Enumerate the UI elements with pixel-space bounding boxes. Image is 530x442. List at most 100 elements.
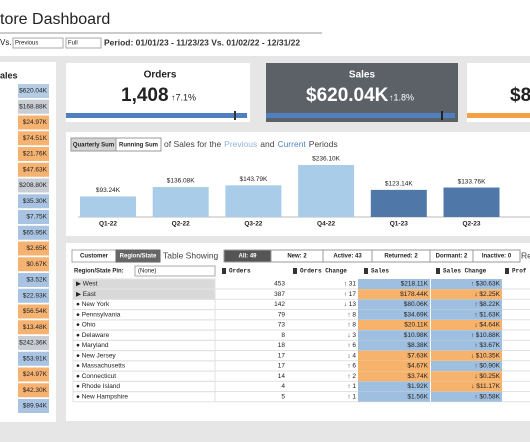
- region-name: ▶ East: [76, 291, 96, 298]
- title-part: Previous: [224, 139, 257, 149]
- sales-change: ↑ $0.58K: [474, 393, 500, 400]
- vs-label: Vs.: [0, 38, 12, 47]
- sales-change: ↑ $30.63K: [471, 281, 501, 288]
- sales-value: $24.97K: [23, 371, 48, 378]
- change-cell: [431, 299, 502, 310]
- orders-change: ↑ 31: [344, 281, 357, 288]
- sales: $8.38K: [407, 342, 428, 349]
- column-header: Orders: [229, 268, 251, 275]
- filter-label: Returned: 2: [384, 254, 418, 260]
- orders: 142: [274, 301, 285, 308]
- sales-cell: [18, 336, 49, 350]
- bar: [80, 196, 136, 217]
- bar: [152, 187, 209, 217]
- select[interactable]: [65, 37, 102, 49]
- orders: 18: [278, 342, 286, 349]
- orders-change: ↑ 6: [347, 342, 356, 349]
- sales: $80.06K: [404, 301, 429, 308]
- sales-cell: [18, 225, 49, 240]
- sales-value: $620.04K: [19, 88, 47, 95]
- orders-change: ↑ 8: [347, 311, 356, 318]
- toggle-label: Running Sum: [119, 143, 158, 149]
- bar: [370, 189, 427, 217]
- change-cell: [431, 320, 502, 330]
- orders: 8: [281, 332, 285, 339]
- sales-cell: [358, 391, 430, 402]
- progress-bar: [66, 113, 247, 118]
- orders: 17: [278, 363, 286, 370]
- sales-cell: [18, 399, 49, 413]
- sort-icon[interactable]: [505, 268, 509, 274]
- filter-label: All: 49: [238, 254, 257, 260]
- sales-change: ↑ $10.88K: [471, 332, 501, 339]
- sales-value: $89.94K: [23, 403, 48, 410]
- sort-icon[interactable]: [222, 268, 226, 274]
- orders-change: ↓ 4: [347, 352, 356, 359]
- sales-cell: [358, 340, 430, 351]
- region-name: ● New York: [76, 301, 110, 308]
- kpi-change: ↑1.8%: [389, 92, 414, 102]
- change-cell: [431, 289, 502, 300]
- region-name: ● New Jersey: [76, 352, 116, 359]
- orders-change: ↑ 1: [347, 393, 356, 400]
- orders-change: ↑ 6: [347, 363, 356, 370]
- filter-label: Active: 43: [333, 254, 362, 260]
- region-name: ● Pennsylvania: [76, 311, 121, 318]
- sales-cell: [18, 84, 49, 98]
- sales-value: $21.76K: [23, 151, 48, 158]
- sales-value: $53.91K: [23, 355, 48, 362]
- x-tick-label: Q1-22: [99, 221, 117, 228]
- sales-value: $22.93K: [23, 292, 48, 299]
- change-cell: [431, 340, 502, 351]
- sales-change: ↓ $10.35K: [471, 352, 501, 359]
- sales-cell: [18, 99, 49, 114]
- sales-change: ↓ $11.17K: [471, 383, 500, 390]
- progress-bar: [467, 113, 530, 118]
- sales-cell: [358, 381, 430, 392]
- select[interactable]: [134, 265, 216, 277]
- cropped-label: Re: [521, 250, 530, 260]
- select[interactable]: [12, 37, 64, 49]
- sort-icon[interactable]: [364, 268, 368, 274]
- region-name: ▶ West: [76, 281, 98, 288]
- orders-change: ↑ 1: [347, 383, 356, 390]
- column-header: Prof: [512, 268, 527, 275]
- sales-value: $13.48K: [23, 324, 48, 331]
- sort-icon[interactable]: [436, 268, 440, 274]
- sales-cell: [18, 367, 49, 382]
- change-cell: [431, 381, 502, 392]
- sales: $1.92K: [407, 383, 428, 390]
- sales-value: $47.63K: [23, 166, 48, 173]
- sales-cell: [18, 194, 49, 209]
- chart-title: of Sales for the Previous and Current Period…: [164, 139, 338, 149]
- progress-marker: [234, 111, 236, 120]
- sales: $178.44K: [400, 291, 428, 298]
- sales-value: $56.54K: [23, 308, 48, 315]
- kpi-card-selected: [266, 63, 458, 122]
- orders-change: ↑ 8: [347, 322, 356, 329]
- sales-cell: [358, 361, 430, 371]
- x-tick-label: Q2-23: [462, 221, 480, 228]
- change-cell: [431, 279, 502, 289]
- sales-cell: [18, 178, 49, 193]
- tab-label: Region/State: [120, 254, 157, 260]
- bar-label: $123.14K: [385, 181, 413, 188]
- kpi-change: ↑7.1%: [171, 92, 196, 102]
- pin-label: Region/State Pin:: [74, 269, 124, 275]
- sort-icon[interactable]: [293, 268, 297, 274]
- change-cell: [431, 350, 502, 361]
- sales: $1.56K: [407, 393, 428, 400]
- sales-cell: [358, 320, 430, 330]
- tab-active[interactable]: [115, 249, 161, 263]
- filter[interactable]: [472, 249, 521, 263]
- sales-cell: [358, 330, 430, 341]
- sales-cell: [18, 304, 49, 319]
- orders: 79: [278, 311, 286, 318]
- sales-cell: [358, 371, 430, 382]
- kpi-title: Orders: [144, 70, 177, 81]
- compare-select: Previous: [15, 41, 38, 47]
- sales-cell: [18, 257, 49, 272]
- sales-cell: [18, 351, 49, 366]
- toggle[interactable]: [115, 137, 162, 152]
- orders-change: ↑ 2: [347, 373, 356, 380]
